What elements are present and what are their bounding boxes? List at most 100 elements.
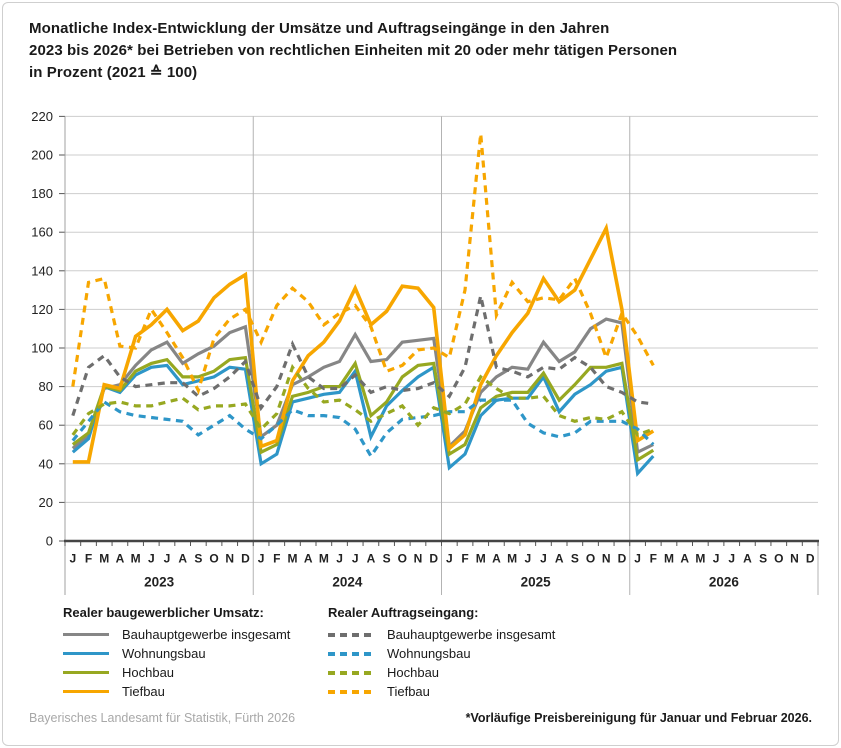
month-letter: F	[461, 552, 468, 566]
line-swatch-blue-dashed	[328, 651, 374, 656]
month-letter: A	[743, 552, 752, 566]
month-letter: S	[571, 552, 579, 566]
month-letter: M	[476, 552, 486, 566]
month-letter: A	[680, 552, 689, 566]
series-auftrag-tiefbau	[71, 133, 655, 395]
month-letter: N	[790, 552, 799, 566]
month-letter: D	[241, 552, 250, 566]
legend-label: Hochbau	[122, 665, 175, 680]
y-axis-label: 140	[31, 263, 53, 278]
month-letter: F	[85, 552, 92, 566]
y-axis-label: 180	[31, 186, 53, 201]
month-letter: J	[336, 552, 343, 566]
line-swatch-green-solid	[63, 670, 109, 675]
month-letter: O	[209, 552, 218, 566]
month-letter: D	[429, 552, 438, 566]
legend-item: Wohnungsbau	[63, 644, 290, 663]
line-swatch-green-dashed	[328, 670, 374, 675]
month-letter: J	[352, 552, 359, 566]
line-swatch-blue-solid	[63, 651, 109, 656]
year-label: 2026	[709, 575, 740, 590]
month-letter: M	[664, 552, 674, 566]
legend-label: Hochbau	[387, 665, 440, 680]
series-umsatz-tiefbau	[72, 222, 655, 464]
legend-label: Tiefbau	[122, 684, 165, 699]
month-letter: J	[70, 552, 77, 566]
chart-title-line2: 2023 bis 2026* bei Betrieben von rechtli…	[29, 42, 678, 59]
y-axis-label: 40	[39, 456, 53, 471]
y-axis-label: 200	[31, 148, 53, 163]
legend-label: Wohnungsbau	[122, 646, 206, 661]
month-letter: N	[225, 552, 234, 566]
month-letter: S	[383, 552, 391, 566]
legend-item: Tiefbau	[328, 682, 555, 701]
year-label: 2025	[521, 575, 552, 590]
series-auftrag-wohnungsbau	[71, 398, 655, 460]
legend-auftragseingang: Realer Auftragseingang: Bauhauptgewerbe …	[328, 605, 555, 701]
y-axis-label: 220	[31, 109, 53, 124]
month-letter: A	[116, 552, 125, 566]
month-letter: S	[759, 552, 767, 566]
month-letter: F	[273, 552, 280, 566]
month-letter: J	[524, 552, 531, 566]
y-axis-label: 80	[39, 379, 53, 394]
y-axis-label: 60	[39, 418, 53, 433]
chart-title-line3: in Prozent (2021 ≙ 100)	[29, 64, 198, 81]
month-letter: D	[618, 552, 627, 566]
series-umsatz-bauhauptgewerbe-insgesamt	[71, 317, 655, 455]
legend-item: Hochbau	[328, 663, 555, 682]
source-note: Bayerisches Landesamt für Statistik, Für…	[29, 711, 296, 725]
month-letter: D	[806, 552, 815, 566]
month-letter: J	[258, 552, 265, 566]
year-label: 2023	[144, 575, 175, 590]
series-umsatz-hochbau	[71, 355, 655, 463]
month-letter: J	[164, 552, 171, 566]
year-label: 2024	[332, 575, 363, 590]
legend-auftrag-header: Realer Auftragseingang:	[328, 605, 479, 620]
y-axis-label: 20	[39, 495, 53, 510]
chart-title-line1: Monatliche Index-Entwicklung der Umsätze…	[29, 20, 610, 37]
y-axis-label: 0	[46, 534, 53, 549]
month-letter: M	[99, 552, 109, 566]
month-letter: A	[367, 552, 376, 566]
legend-label: Tiefbau	[387, 684, 430, 699]
month-letter: A	[304, 552, 313, 566]
month-letter: J	[713, 552, 720, 566]
line-swatch-gray-dashed	[328, 632, 374, 637]
month-letter: S	[194, 552, 202, 566]
line-swatch-gray-solid	[63, 632, 109, 637]
legend-label: Bauhauptgewerbe insgesamt	[387, 627, 556, 642]
legend-label: Wohnungsbau	[387, 646, 471, 661]
month-letter: J	[446, 552, 453, 566]
month-letter: J	[148, 552, 155, 566]
month-letter: M	[507, 552, 517, 566]
chart-title: Monatliche Index-Entwicklung der Umsätze…	[29, 18, 819, 84]
legend-umsatz: Realer baugewerblicher Umsatz: Bauhauptg…	[63, 605, 290, 701]
month-letter: A	[555, 552, 564, 566]
legend-item: Wohnungsbau	[328, 644, 555, 663]
footnote: *Vorläufige Preisbereinigung für Januar …	[465, 711, 812, 725]
month-letter: N	[602, 552, 611, 566]
month-letter: M	[319, 552, 329, 566]
legend-item: Bauhauptgewerbe insgesamt	[63, 625, 290, 644]
line-swatch-orange-solid	[63, 689, 109, 694]
line-swatch-orange-dashed	[328, 689, 374, 694]
month-letter: M	[287, 552, 297, 566]
month-letter: F	[650, 552, 657, 566]
month-letter: O	[398, 552, 407, 566]
month-letter: M	[695, 552, 705, 566]
month-letter: J	[540, 552, 547, 566]
legend-umsatz-header: Realer baugewerblicher Umsatz:	[63, 605, 264, 620]
legend-label: Bauhauptgewerbe insgesamt	[122, 627, 291, 642]
month-letter: O	[774, 552, 783, 566]
y-axis-label: 120	[31, 302, 53, 317]
month-letter: A	[492, 552, 501, 566]
y-axis-label: 100	[31, 341, 53, 356]
month-letter: J	[634, 552, 641, 566]
month-letter: M	[131, 552, 141, 566]
month-letter: N	[414, 552, 423, 566]
series-umsatz-wohnungsbau	[71, 363, 655, 477]
month-letter: J	[728, 552, 735, 566]
